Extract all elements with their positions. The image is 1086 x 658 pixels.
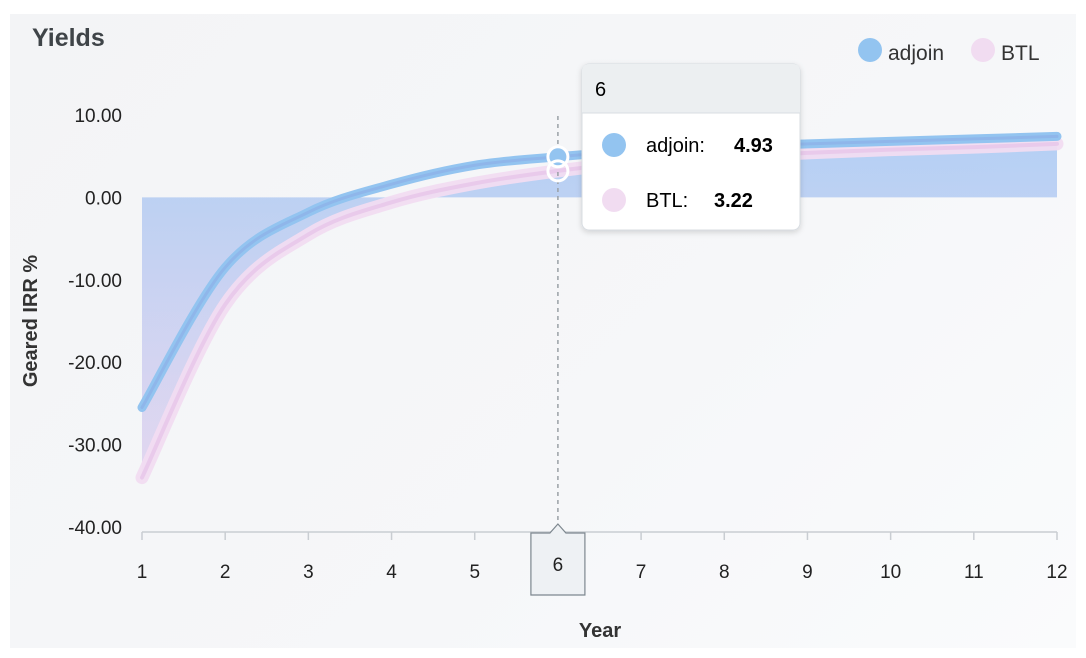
crosshair-x-label: 6 xyxy=(530,523,586,596)
x-tick-label: 11 xyxy=(964,562,984,583)
tooltip-series-label: BTL: xyxy=(646,190,688,212)
y-tick-label: -40.00 xyxy=(68,518,122,539)
legend-item-adjoin[interactable]: adjoin xyxy=(858,38,944,65)
crosshair-label-text: 6 xyxy=(553,555,564,576)
series-area-fill xyxy=(142,143,1057,478)
x-tick-label: 1 xyxy=(137,562,148,583)
tooltip-header-bg xyxy=(582,64,800,113)
crosshair-label-box xyxy=(530,523,586,596)
tooltip-marker-adjoin xyxy=(602,133,626,157)
x-tick-label: 12 xyxy=(1046,562,1067,583)
y-axis: 10.00 0.00 -10.00 -20.00 -30.00 -40.00 xyxy=(68,106,122,539)
x-tick-label: 3 xyxy=(303,562,314,583)
chart-card: Yields adjoin BTL 10.00 0.00 -10.00 -20.00 -3… xyxy=(10,14,1076,648)
x-axis: 123456789101112 xyxy=(137,531,1068,583)
yields-chart: Yields adjoin BTL 10.00 0.00 -10.00 -20.00 -3… xyxy=(20,24,1068,642)
tooltip: 6 adjoin: 4.93 BTL: 3.22 xyxy=(581,63,801,231)
x-tick-label: 8 xyxy=(719,562,730,583)
x-axis-title: Year xyxy=(579,620,621,642)
legend-marker xyxy=(858,38,882,62)
tooltip-marker-btl xyxy=(602,188,626,212)
series-line-btl-core xyxy=(140,141,1059,480)
x-tick-label: 10 xyxy=(880,562,901,583)
plot-area[interactable] xyxy=(135,131,1064,485)
y-tick-label: 0.00 xyxy=(85,188,122,209)
y-tick-label: -20.00 xyxy=(68,353,122,374)
legend-item-btl[interactable]: BTL xyxy=(971,38,1040,65)
y-tick-label: -10.00 xyxy=(68,271,122,292)
tooltip-header: 6 xyxy=(595,79,606,101)
legend-marker xyxy=(971,38,995,62)
tooltip-series-value: 4.93 xyxy=(734,135,773,157)
x-tick-label: 7 xyxy=(636,562,647,583)
y-tick-label: -30.00 xyxy=(68,436,122,457)
legend-label: BTL xyxy=(1001,42,1040,65)
tooltip-series-value: 3.22 xyxy=(714,190,753,212)
x-tick-label: 2 xyxy=(220,562,231,583)
legend-label: adjoin xyxy=(888,42,944,65)
y-tick-label: 10.00 xyxy=(74,106,122,127)
hover-marker-btl xyxy=(546,159,570,183)
x-tick-label: 4 xyxy=(386,562,397,583)
chart-title: Yields xyxy=(32,24,105,52)
legend[interactable]: adjoin BTL xyxy=(858,38,1040,65)
tooltip-series-label: adjoin: xyxy=(646,135,705,157)
x-tick-label: 5 xyxy=(469,562,480,583)
y-axis-title: Geared IRR % xyxy=(20,255,42,387)
crosshair: 6 xyxy=(530,116,586,596)
x-tick-label: 9 xyxy=(802,562,813,583)
